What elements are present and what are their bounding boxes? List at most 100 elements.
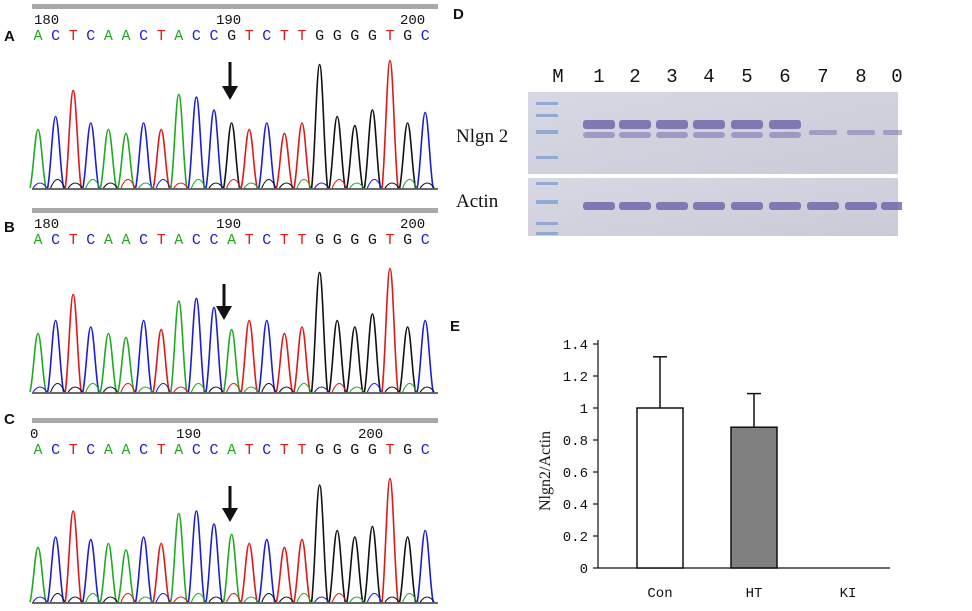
trace-minor-peak bbox=[173, 596, 189, 603]
base-letter: G bbox=[403, 28, 412, 45]
base-letter: A bbox=[121, 442, 130, 459]
trace-minor-peak bbox=[402, 382, 418, 393]
row-label-actin: Actin bbox=[456, 191, 499, 212]
trace-peak bbox=[328, 115, 346, 189]
trace-minor-peak bbox=[102, 386, 118, 393]
trace-peak bbox=[258, 538, 276, 603]
trace-peak bbox=[328, 529, 346, 603]
base-letter: C bbox=[209, 442, 218, 459]
trace-peak bbox=[187, 96, 206, 189]
lane-label: 3 bbox=[666, 66, 677, 88]
y-axis-label: Nlgn2/Actin bbox=[537, 431, 554, 511]
lane-label: 4 bbox=[703, 66, 714, 88]
trace-peak bbox=[398, 326, 417, 393]
x-category-label: Con bbox=[647, 586, 672, 602]
y-tick-label: 0 bbox=[580, 562, 588, 578]
trace-peak bbox=[398, 122, 417, 189]
trace-minor-peak bbox=[173, 182, 189, 189]
ruler-tick-label: 190 bbox=[216, 217, 241, 233]
trace-minor-peak bbox=[243, 386, 259, 393]
trace-peak bbox=[99, 332, 118, 393]
trace-peak bbox=[64, 293, 82, 393]
nlgn2-band-upper bbox=[656, 120, 688, 129]
trace-peak bbox=[293, 326, 311, 393]
base-letter: A bbox=[33, 232, 42, 249]
lane-label: 1 bbox=[593, 66, 604, 88]
trace-peak bbox=[381, 267, 399, 393]
trace-peak bbox=[275, 332, 294, 393]
panel-label-c: C bbox=[4, 411, 15, 428]
actin-band bbox=[619, 202, 651, 210]
arrow-icon bbox=[222, 62, 238, 100]
marker-band bbox=[536, 232, 558, 235]
base-letter: C bbox=[139, 442, 148, 459]
trace-minor-peak bbox=[155, 178, 171, 189]
panel-label-d: D bbox=[453, 6, 464, 23]
base-letter: C bbox=[262, 232, 271, 249]
trace-peak bbox=[205, 109, 223, 189]
actin-band bbox=[769, 202, 801, 210]
actin-band bbox=[656, 202, 688, 210]
panel-label-b: B bbox=[4, 219, 15, 236]
base-letter: C bbox=[51, 232, 60, 249]
nlgn2-band-upper bbox=[731, 120, 763, 129]
trace-minor-peak bbox=[278, 182, 294, 189]
trace-minor-peak bbox=[67, 182, 83, 189]
actin-band bbox=[807, 202, 839, 210]
trace-peak bbox=[170, 93, 188, 189]
trace-minor-peak bbox=[190, 592, 206, 603]
trace-minor-peak bbox=[384, 596, 400, 603]
base-letter: G bbox=[333, 28, 342, 45]
ruler-bar bbox=[32, 418, 438, 423]
trace-peak bbox=[134, 319, 153, 393]
base-letter: G bbox=[315, 28, 324, 45]
trace-peak bbox=[293, 538, 311, 603]
lane-labels: M 1 2 3 4 5 6 7 8 0 bbox=[552, 66, 902, 88]
actin-band bbox=[693, 202, 725, 210]
ruler-tick-label: 180 bbox=[34, 13, 59, 29]
base-letter: C bbox=[51, 28, 60, 45]
y-tick-label: 0.2 bbox=[563, 530, 588, 546]
base-letter: T bbox=[69, 442, 78, 459]
trace-peak bbox=[82, 538, 100, 603]
trace-minor-peak bbox=[226, 592, 242, 603]
trace-peak bbox=[64, 89, 82, 189]
ruler-tick-label: 190 bbox=[216, 13, 241, 29]
trace-minor-peak bbox=[50, 382, 66, 393]
arrow-icon bbox=[216, 284, 232, 320]
base-letter: C bbox=[139, 232, 148, 249]
base-letter: T bbox=[245, 232, 254, 249]
nlgn2-band-lower bbox=[693, 132, 725, 138]
trace-minor-peak bbox=[138, 596, 154, 603]
trace-minor-peak bbox=[296, 382, 312, 393]
base-letter: T bbox=[297, 442, 306, 459]
trace-peak bbox=[240, 128, 258, 189]
trace-minor-peak bbox=[155, 592, 171, 603]
trace-minor-peak bbox=[50, 592, 66, 603]
trace-minor-peak bbox=[67, 596, 83, 603]
base-letter: A bbox=[174, 232, 183, 249]
base-letter: C bbox=[139, 28, 148, 45]
trace-minor-peak bbox=[366, 592, 382, 603]
ruler-tick-label: 200 bbox=[400, 217, 425, 233]
base-letter: A bbox=[174, 28, 183, 45]
base-letter: T bbox=[69, 28, 78, 45]
trace-peak bbox=[416, 111, 434, 189]
trace-minor-peak bbox=[50, 178, 66, 189]
base-letter: C bbox=[86, 28, 95, 45]
nlgn2-band-lower bbox=[731, 132, 763, 138]
trace-minor-peak bbox=[296, 592, 312, 603]
base-letter: G bbox=[403, 442, 412, 459]
trace-minor-peak bbox=[120, 178, 136, 189]
trace-minor-peak bbox=[402, 592, 418, 603]
lane-label: M bbox=[552, 66, 563, 88]
base-letter: A bbox=[33, 442, 42, 459]
base-letter: G bbox=[333, 232, 342, 249]
trace-peak bbox=[46, 319, 65, 393]
x-category-label: KI bbox=[840, 586, 857, 602]
trace-minor-peak bbox=[366, 178, 382, 189]
x-axis-categories: Con HT KI bbox=[647, 586, 856, 602]
trace-minor-peak bbox=[85, 592, 101, 603]
base-letter: A bbox=[227, 232, 236, 249]
trace-peak bbox=[240, 542, 258, 603]
